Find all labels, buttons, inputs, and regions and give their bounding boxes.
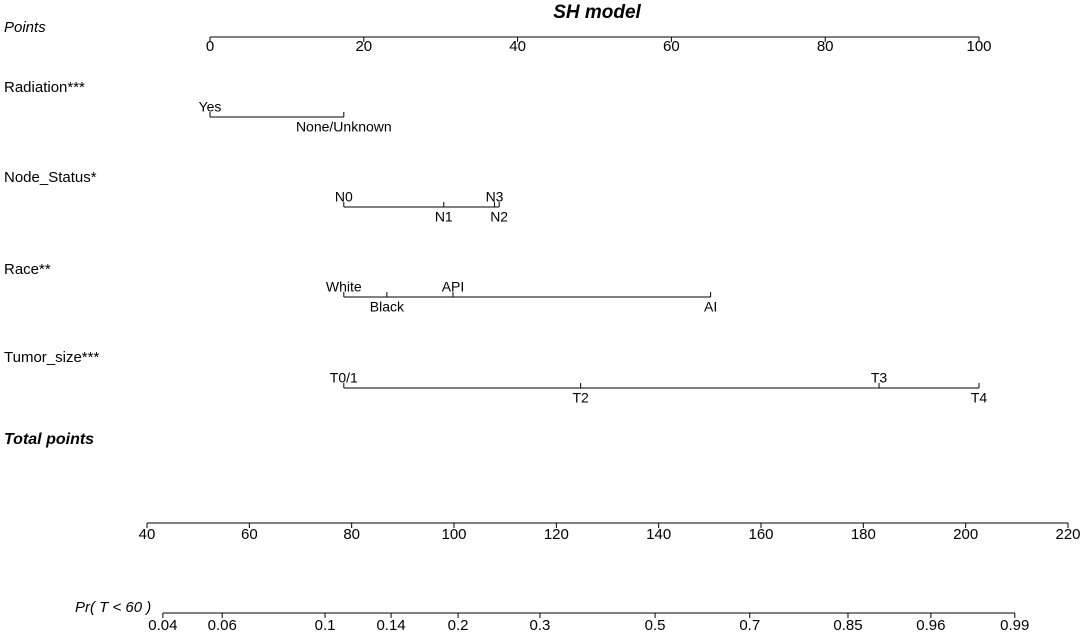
total-tick-label: 60 bbox=[241, 526, 258, 543]
probability-tick-label: 0.14 bbox=[376, 617, 405, 634]
level-label: White bbox=[326, 279, 362, 295]
probability-tick-label: 0.85 bbox=[833, 617, 862, 634]
variable-label: Node_Status* bbox=[4, 169, 97, 186]
total-points-label: Total points bbox=[4, 431, 94, 448]
total-tick-label: 200 bbox=[953, 526, 978, 543]
probability-label: Pr( T < 60 ) bbox=[75, 599, 151, 616]
level-label: N0 bbox=[335, 189, 353, 205]
points-tick-label: 100 bbox=[966, 38, 991, 55]
variable-label: Radiation*** bbox=[4, 79, 85, 96]
probability-tick-label: 0.2 bbox=[448, 617, 469, 634]
probability-tick-label: 0.96 bbox=[916, 617, 945, 634]
chart-title: SH model bbox=[553, 2, 641, 23]
probability-tick-label: 0.04 bbox=[148, 617, 177, 634]
level-label: Black bbox=[370, 299, 405, 315]
level-label: T2 bbox=[572, 390, 589, 406]
probability-tick-label: 0.3 bbox=[530, 617, 551, 634]
total-tick-label: 180 bbox=[851, 526, 876, 543]
level-label: Yes bbox=[199, 99, 222, 115]
total-tick-label: 140 bbox=[646, 526, 671, 543]
probability-tick-label: 0.99 bbox=[1000, 617, 1029, 634]
total-tick-label: 100 bbox=[441, 526, 466, 543]
points-tick-label: 80 bbox=[817, 38, 834, 55]
level-label: N2 bbox=[490, 209, 508, 225]
level-label: N1 bbox=[435, 209, 453, 225]
probability-tick-label: 0.7 bbox=[739, 617, 760, 634]
level-label: API bbox=[442, 279, 465, 295]
level-label: None/Unknown bbox=[296, 119, 392, 135]
level-label: T0/1 bbox=[330, 370, 358, 386]
probability-tick-label: 0.06 bbox=[208, 617, 237, 634]
probability-tick-label: 0.5 bbox=[645, 617, 666, 634]
total-tick-label: 40 bbox=[139, 526, 156, 543]
total-tick-label: 120 bbox=[544, 526, 569, 543]
level-label: T3 bbox=[871, 370, 888, 386]
total-tick-label: 220 bbox=[1055, 526, 1080, 543]
points-tick-label: 40 bbox=[509, 38, 526, 55]
points-tick-label: 0 bbox=[206, 38, 214, 55]
points-label: Points bbox=[4, 19, 46, 36]
level-label: AI bbox=[704, 299, 717, 315]
variable-label: Tumor_size*** bbox=[4, 349, 99, 366]
points-tick-label: 20 bbox=[355, 38, 372, 55]
level-label: N3 bbox=[486, 189, 504, 205]
variable-label: Race** bbox=[4, 261, 51, 278]
total-tick-label: 80 bbox=[343, 526, 360, 543]
level-label: T4 bbox=[971, 390, 988, 406]
probability-tick-label: 0.1 bbox=[315, 617, 336, 634]
total-tick-label: 160 bbox=[748, 526, 773, 543]
points-tick-label: 60 bbox=[663, 38, 680, 55]
